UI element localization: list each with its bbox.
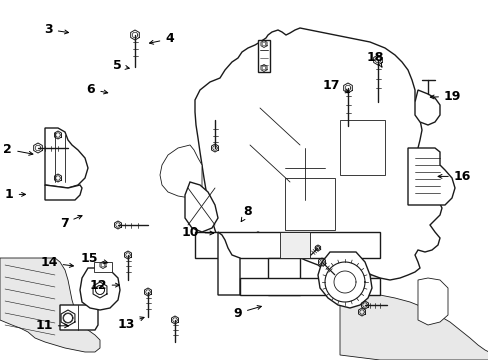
Text: 5: 5 [112, 59, 129, 72]
Text: 16: 16 [437, 170, 470, 183]
Polygon shape [218, 232, 240, 295]
Polygon shape [339, 258, 488, 360]
Polygon shape [45, 128, 88, 188]
Polygon shape [258, 40, 269, 72]
Text: 17: 17 [322, 79, 349, 93]
Text: 14: 14 [40, 256, 73, 269]
Polygon shape [339, 120, 384, 175]
Text: 11: 11 [35, 319, 68, 332]
Polygon shape [80, 268, 120, 310]
Polygon shape [195, 28, 441, 280]
Text: 18: 18 [366, 51, 384, 67]
Text: 15: 15 [80, 252, 107, 265]
Text: 1: 1 [5, 188, 25, 201]
Text: 4: 4 [149, 32, 174, 45]
Polygon shape [240, 278, 379, 295]
Polygon shape [184, 182, 218, 232]
Polygon shape [0, 258, 100, 352]
Polygon shape [285, 178, 334, 230]
Polygon shape [267, 258, 299, 295]
Text: 10: 10 [182, 226, 213, 239]
Polygon shape [280, 232, 309, 258]
Text: 12: 12 [89, 279, 119, 292]
Polygon shape [45, 185, 82, 200]
Polygon shape [417, 278, 447, 325]
Text: 7: 7 [60, 215, 82, 230]
Text: 3: 3 [44, 23, 68, 36]
Polygon shape [414, 90, 439, 125]
Text: 19: 19 [429, 90, 461, 103]
Text: 6: 6 [86, 83, 107, 96]
Text: 9: 9 [233, 306, 261, 320]
Polygon shape [407, 148, 454, 205]
Text: 2: 2 [3, 143, 33, 156]
Text: 8: 8 [241, 205, 252, 222]
Polygon shape [160, 145, 202, 198]
Polygon shape [94, 262, 112, 272]
Text: 13: 13 [117, 317, 144, 330]
Polygon shape [195, 232, 379, 258]
Polygon shape [60, 305, 98, 330]
Polygon shape [317, 252, 371, 308]
